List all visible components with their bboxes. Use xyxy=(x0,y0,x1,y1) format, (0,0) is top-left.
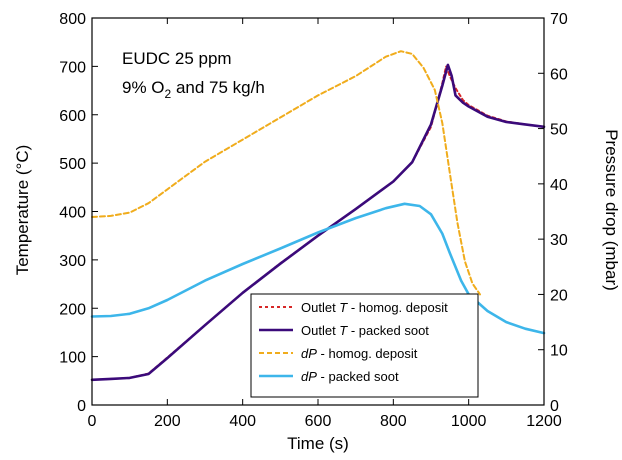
y-left-tick-label: 500 xyxy=(59,156,86,173)
x-tick-label: 1200 xyxy=(526,413,562,430)
y-axis-left-label: Temperature (°C) xyxy=(13,145,32,276)
y-left-tick-label: 400 xyxy=(59,205,86,222)
y-axis-right-label: Pressure drop (mbar) xyxy=(602,129,621,291)
y-right-tick-label: 30 xyxy=(550,232,568,249)
legend-label-3: dP - homog. deposit xyxy=(301,346,418,361)
x-tick-label: 1000 xyxy=(451,413,487,430)
y-left-tick-label: 200 xyxy=(59,301,86,318)
y-left-tick-label: 800 xyxy=(59,11,86,28)
y-right-tick-label: 20 xyxy=(550,287,568,304)
legend-box xyxy=(250,293,479,398)
legend-label-4: dP - packed soot xyxy=(301,369,399,384)
x-tick-label: 200 xyxy=(154,413,181,430)
legend-label-1: Outlet T - homog. deposit xyxy=(301,300,448,315)
axes: 0 200 400 600 800 1000 12000100200300400500600… xyxy=(59,11,568,430)
y-left-tick-label: 300 xyxy=(59,253,86,270)
x-tick-label: 600 xyxy=(305,413,332,430)
y-right-tick-label: 40 xyxy=(550,177,568,194)
y-left-tick-label: 700 xyxy=(59,59,86,76)
annotation-line-2: 9% O2 and 75 kg/h xyxy=(122,78,265,101)
y-right-tick-label: 50 xyxy=(550,122,568,139)
annotation-line-1: EUDC 25 ppm xyxy=(122,49,232,68)
y-right-tick-label: 60 xyxy=(550,66,568,83)
series-line-3 xyxy=(91,50,481,296)
y-right-tick-label: 10 xyxy=(550,343,568,360)
series-line-2 xyxy=(90,63,546,382)
x-tick-label: 400 xyxy=(229,413,256,430)
annotation: EUDC 25 ppm 9% O2 and 75 kg/h xyxy=(122,49,265,101)
y-left-tick-label: 0 xyxy=(77,398,86,415)
y-right-tick-label: 0 xyxy=(550,398,559,415)
x-tick-label: 0 xyxy=(88,413,97,430)
legend-label-2: Outlet T - packed soot xyxy=(301,323,429,338)
y-left-tick-label: 600 xyxy=(59,108,86,125)
legend: Outlet T - homog. deposit Outlet T - pack… xyxy=(250,293,479,398)
y-right-tick-label: 70 xyxy=(550,11,568,28)
x-axis-label: Time (s) xyxy=(287,434,349,453)
x-tick-label: 800 xyxy=(380,413,407,430)
y-left-tick-label: 100 xyxy=(59,350,86,367)
